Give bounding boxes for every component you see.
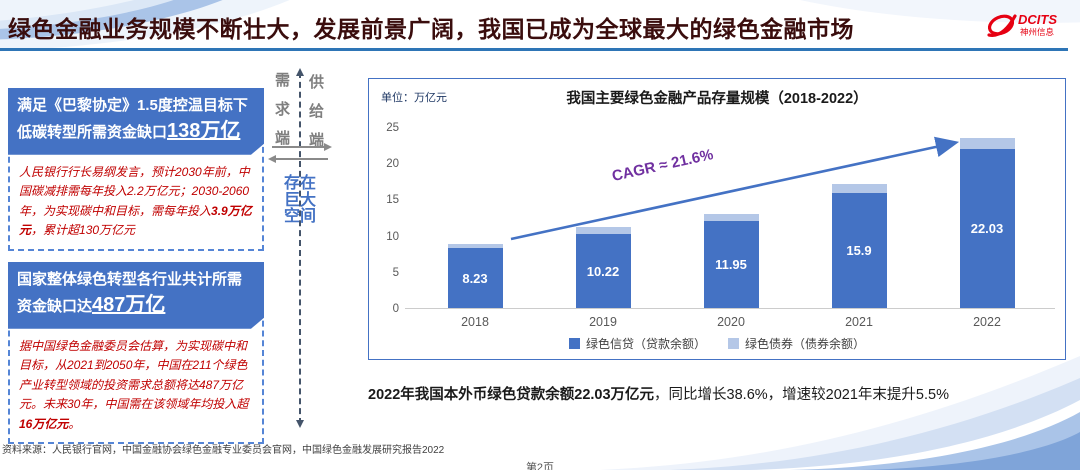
y-axis-tick: 15 [386,194,399,207]
body-text: 人民银行行长易纲发言，预计2030年前，中国碳减排需每年投入2.2万亿元；203… [19,164,250,218]
arrow-right-icon [272,142,332,151]
infobox-headline: 满足《巴黎协定》1.5度控温目标下低碳转型所需资金缺口138万亿 [8,88,264,155]
statement-rest: ，同比增长38.6%，增速较2021年末提升5.5% [654,387,949,403]
bond-segment [703,214,759,222]
x-axis-label: 2019 [589,315,617,329]
key-statement: 2022年我国本外币绿色贷款余额22.03万亿元，同比增长38.6%，增速较20… [368,383,949,404]
credit-segment: 22.03 [959,148,1015,308]
y-axis-tick: 5 [392,266,399,279]
trend-arrow [510,136,960,241]
body-text-end: 。 [68,416,81,431]
bar-slot-2020: 11.95 [667,127,795,308]
legend-item: 绿色信贷（贷款余额） [568,335,706,352]
y-axis-tick: 10 [386,230,399,243]
page-title: 绿色金融业务规模不断壮大，发展前景广阔，我国已成为全球最大的绿色金融市场 [8,16,854,42]
bar-slot-2021: 15.9 [795,127,923,308]
bar-slot-2022: 22.03 [923,127,1051,308]
stacked-bar-2018: 8.23 [447,244,503,308]
title-underline [0,48,1068,51]
page-number: 第2页 [525,462,555,470]
infobox-paris-agreement: 满足《巴黎协定》1.5度控温目标下低碳转型所需资金缺口138万亿 人民银行行长易… [8,88,264,251]
credit-segment: 15.9 [831,192,887,308]
legend-swatch [568,338,580,349]
credit-segment: 10.22 [575,234,631,308]
bar-value-label: 10.22 [586,263,620,279]
bottom-swoosh-decoration [600,356,1080,470]
bar-value-label: 11.95 [715,257,747,273]
gap-statement: 存在 巨大 空间 [283,175,317,226]
gap-line: 巨大 [283,191,316,209]
infobox-national-transition: 国家整体绿色转型各行业共计所需资金缺口达487万亿 据中国绿色金融委员会估算，为… [8,262,264,444]
dcits-logo-icon: DCITS 神州信息 [987,12,1057,37]
header-banner: 绿色金融业务规模不断壮大，发展前景广阔，我国已成为全球最大的绿色金融市场 DCI… [0,0,1080,52]
y-axis-tick: 20 [386,158,399,171]
legend-swatch [728,338,739,349]
body-bold-value: 16万亿元 [19,416,69,431]
bar-value-label: 8.23 [462,270,488,286]
x-axis-line [405,308,1055,309]
infobox-headline: 国家整体绿色转型各行业共计所需资金缺口达487万亿 [8,262,264,329]
x-axis-label: 2021 [845,315,873,329]
credit-segment: 8.23 [447,248,503,308]
chart-unit-label: 单位：万亿元 [381,92,447,104]
body-bold-value: 3.9万亿元 [19,203,252,238]
bond-segment [959,138,1015,149]
stacked-bar-2021: 15.9 [831,184,887,308]
bar-value-label: 15.9 [846,242,872,258]
logo-name-text: 神州信息 [1020,27,1055,37]
x-axis-labels: 2018 2019 2020 2021 2022 [411,315,1051,329]
bar-slot-2019: 10.22 [539,127,667,308]
demand-supply-divider-line [296,68,304,428]
chart-legend: 绿色信贷（贷款余额） 绿色债券（债券余额） [369,335,1065,352]
gap-line: 空间 [283,208,316,225]
credit-segment: 11.95 [703,221,759,308]
infobox-body: 人民银行行长易纲发言，预计2030年前，中国碳减排需每年投入2.2万亿元；203… [10,155,262,249]
data-source-note: 资料来源：人民银行官网，中国金融协会绿色金融专业委员会官网，中国绿色金融发展研究… [2,445,445,456]
x-axis-label: 2018 [461,315,489,329]
logo-brand-text: DCITS [1018,12,1057,27]
stacked-bar-2022: 22.03 [959,138,1015,308]
y-axis-tick: 0 [392,303,399,315]
y-axis: 0 5 10 15 20 25 [369,122,405,315]
bars-area: 8.23 10.22 11.95 15.9 22.03 [411,127,1051,308]
bar-slot-2018: 8.23 [411,127,539,308]
stacked-bar-2019: 10.22 [575,226,631,308]
stacked-bar-2020: 11.95 [703,214,759,308]
company-logo: DCITS 神州信息 [986,6,1070,49]
bond-segment [831,184,887,193]
bond-segment [447,244,503,249]
supply-side-label: 供给端 [308,74,324,149]
headline-text: 国家整体绿色转型各行业共计所需资金缺口达 [17,271,243,315]
legend-label: 绿色信贷（贷款余额） [585,337,706,351]
bond-segment [575,226,631,235]
infobox-body: 据中国绿色金融委员会估算，为实现碳中和目标，从2021到2050年，中国在211… [10,329,262,442]
chart-title: 我国主要绿色金融产品存量规模（2018-2022） [566,91,868,107]
gap-line: 存在 [283,175,316,192]
demand-side-label: 需求端 [274,72,290,147]
bar-value-label: 22.03 [970,220,1004,236]
arrow-left-icon [268,154,328,163]
headline-text: 满足《巴黎协定》1.5度控温目标下低碳转型所需资金缺口 [17,97,248,141]
headline-value: 487万亿 [92,293,166,316]
statement-bold: 2022年我国本外币绿色贷款余额22.03万亿元 [368,387,655,403]
body-text-end: ，累计超130万亿元 [31,223,136,238]
x-axis-label: 2020 [717,315,745,329]
legend-item: 绿色债券（债券余额） [728,335,865,352]
chart-panel: 单位：万亿元 我国主要绿色金融产品存量规模（2018-2022） 0 5 10 15 2… [368,78,1066,360]
y-axis-tick: 25 [386,122,399,134]
legend-label: 绿色债券（债券余额） [745,337,866,351]
x-axis-label: 2022 [973,315,1001,329]
body-text: 据中国绿色金融委员会估算，为实现碳中和目标，从2021到2050年，中国在211… [19,338,249,412]
headline-value: 138万亿 [167,119,241,142]
